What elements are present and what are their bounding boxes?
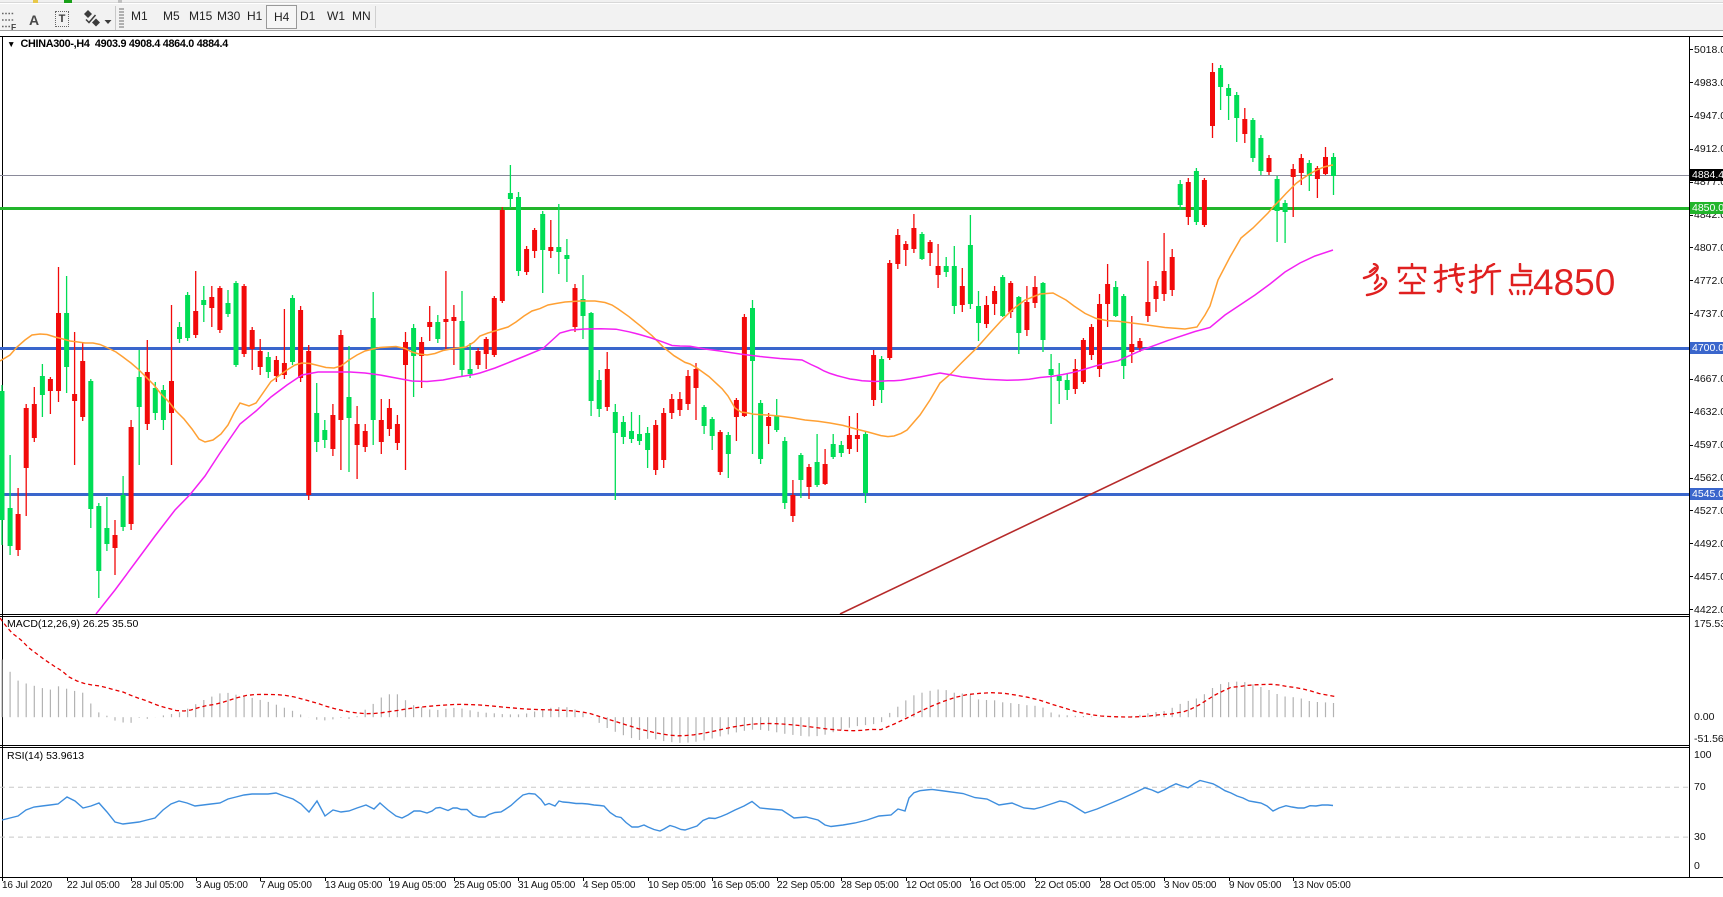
svg-text:F: F	[11, 22, 16, 32]
svg-text:4850: 4850	[1533, 263, 1615, 303]
